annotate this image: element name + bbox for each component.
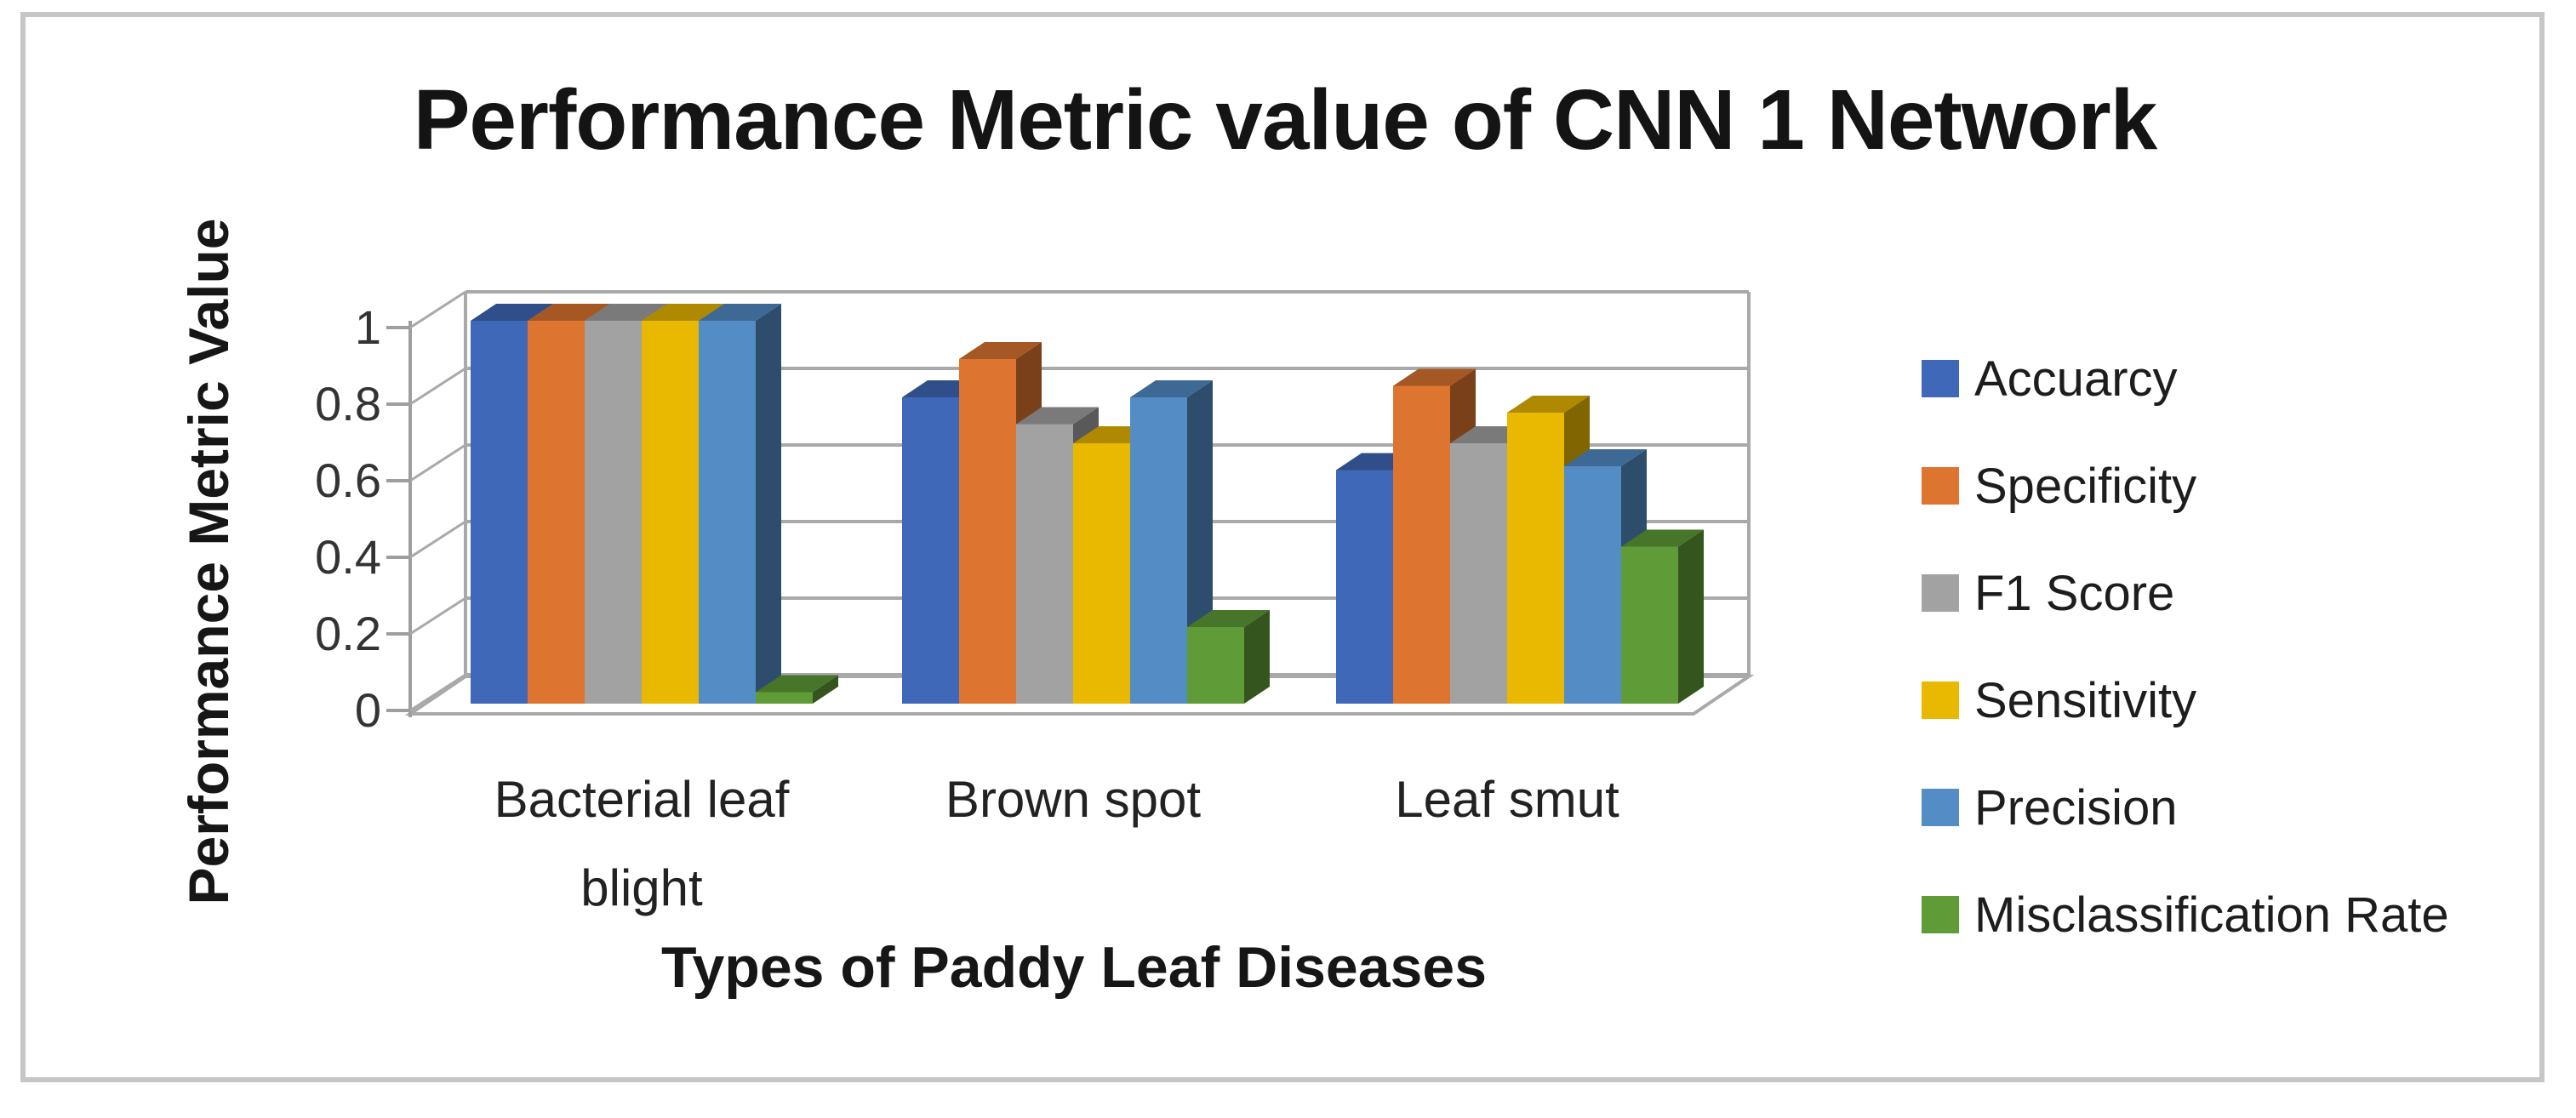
axis-depth-connector: [409, 367, 466, 406]
bar-5-0: [756, 692, 813, 704]
bar-1-1: [959, 359, 1016, 704]
axis-depth-connector: [409, 596, 466, 636]
bar-top-0-0: [471, 304, 553, 321]
bar-5-2: [1621, 546, 1678, 704]
bar-1-2: [1393, 385, 1450, 704]
bar-0-1: [902, 397, 959, 704]
bar-2-2: [1450, 443, 1507, 704]
category-label: Bacterial leaf blight: [494, 771, 790, 916]
category-label: Leaf smut: [1395, 771, 1619, 828]
bar-0-2: [1336, 470, 1393, 704]
legend-label: Precision: [1974, 779, 2178, 836]
legend-label: Accuarcy: [1974, 351, 2178, 407]
axis-depth-connector: [409, 673, 466, 712]
bar-4-1: [1130, 397, 1187, 704]
legend-swatch-icon: [1922, 574, 1959, 612]
legend-swatch-icon: [1922, 360, 1959, 397]
y-tick-label: 0: [354, 683, 381, 737]
bar-top-5-1: [1187, 610, 1270, 627]
figure-border: [20, 12, 2545, 1082]
legend-label: Specificity: [1974, 458, 2197, 514]
axis-depth-connector: [409, 443, 466, 482]
legend-item: Misclassification Rate: [1922, 887, 2449, 943]
bar-3-1: [1073, 443, 1130, 704]
legend-swatch-icon: [1922, 896, 1959, 933]
bar-side-4-0: [756, 304, 781, 704]
bar-top-2-0: [585, 304, 667, 321]
bar-top-1-2: [1393, 368, 1476, 386]
bar-1-0: [528, 321, 585, 704]
legend-item: F1 Score: [1922, 565, 2175, 621]
axis-depth-connector: [409, 520, 466, 559]
bar-top-4-0: [699, 304, 781, 321]
bar-side-5-2: [1678, 529, 1704, 704]
category-label: Brown spot: [945, 771, 1202, 828]
bar-4-2: [1564, 466, 1621, 704]
bar-top-1-1: [959, 342, 1042, 359]
bar-top-2-1: [1016, 407, 1099, 425]
chart-title: Performance Metric value of CNN 1 Networ…: [413, 72, 2158, 168]
bar-3-2: [1507, 413, 1564, 704]
axis-depth-connector: [409, 290, 466, 329]
x-axis-title: Types of Paddy Leaf Diseases: [660, 935, 1488, 1000]
y-tick-label: 0.6: [315, 453, 381, 507]
legend-item: Specificity: [1922, 458, 2197, 514]
legend-label: Misclassification Rate: [1974, 887, 2449, 943]
legend-item: Sensitivity: [1922, 672, 2197, 728]
bar-top-5-2: [1621, 529, 1704, 547]
legend-swatch-icon: [1922, 467, 1959, 505]
legend-label: Sensitivity: [1974, 672, 2197, 728]
bar-5-1: [1187, 627, 1244, 704]
y-tick-label: 0.4: [315, 530, 381, 584]
bar-top-4-1: [1130, 380, 1213, 397]
bar-side-5-0: [813, 675, 838, 704]
legend-item: Precision: [1922, 779, 2178, 836]
bar-top-3-0: [642, 304, 724, 321]
bar-0-0: [471, 321, 528, 704]
bar-top-3-2: [1507, 396, 1590, 413]
bar-3-0: [642, 321, 699, 704]
bar-2-0: [585, 321, 642, 704]
legend-swatch-icon: [1922, 789, 1959, 826]
y-tick-label: 0.2: [315, 607, 381, 660]
legend-item: Accuarcy: [1922, 351, 2178, 407]
bar-top-4-2: [1564, 449, 1647, 466]
y-tick-label: 1: [354, 300, 381, 354]
bar-4-0: [699, 321, 756, 704]
y-tick-label: 0.8: [315, 377, 381, 431]
bar-2-1: [1016, 424, 1073, 704]
legend-swatch-icon: [1922, 682, 1959, 719]
bar-top-5-0: [756, 675, 838, 693]
bar-side-5-1: [1244, 610, 1270, 704]
bar-top-1-0: [528, 304, 610, 321]
legend-label: F1 Score: [1974, 565, 2175, 621]
